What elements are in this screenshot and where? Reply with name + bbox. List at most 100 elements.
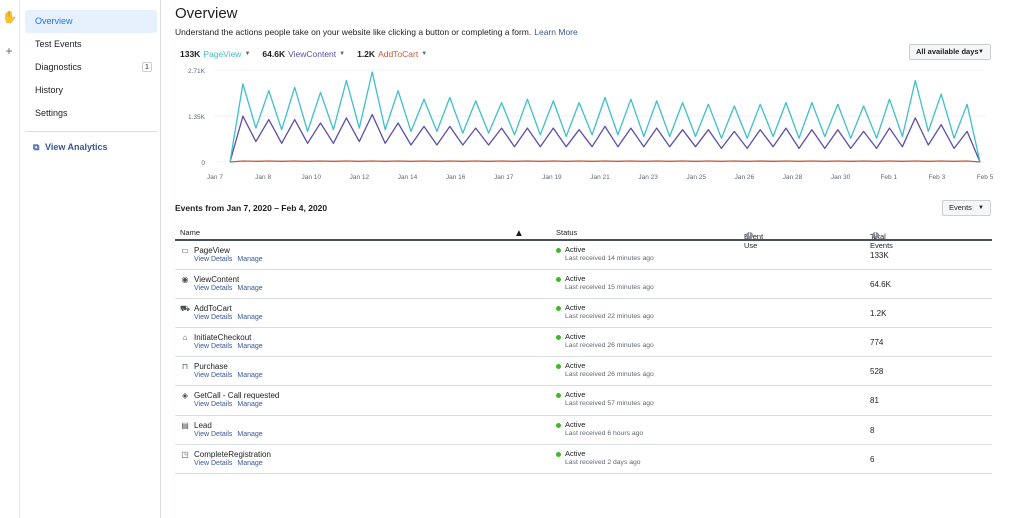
column-label: Event Use: [744, 232, 764, 250]
status-dot: [556, 451, 561, 457]
manage-link[interactable]: Manage: [237, 459, 263, 467]
event-name: Purchase: [194, 362, 228, 372]
page-title: Overview: [175, 5, 238, 22]
view-details-link[interactable]: View Details: [194, 372, 233, 380]
manage-link[interactable]: Manage: [237, 256, 263, 263]
view-details-link[interactable]: View Details: [194, 343, 233, 351]
view-analytics-link[interactable]: ⧉ View Analytics: [20, 138, 160, 156]
sidebar-item-history[interactable]: History: [25, 79, 157, 102]
event-name: Lead: [194, 420, 212, 430]
sidebar-item-settings[interactable]: Settings: [25, 102, 157, 125]
manage-link[interactable]: Manage: [237, 314, 263, 322]
view-details-link[interactable]: View Details: [194, 401, 233, 409]
metric-viewcontent[interactable]: 64.6K ViewContent ▼: [262, 49, 345, 59]
metric-addtocart[interactable]: 1.2K AddToCart ▼: [357, 49, 427, 59]
status-dot: [556, 393, 561, 399]
sort-arrow-icon: ↓: [873, 232, 877, 241]
total-events-value: 6: [870, 454, 875, 464]
last-received-text: Last received 26 minutes ago: [565, 371, 654, 379]
status-text: Active: [565, 332, 586, 342]
event-name: CompleteRegistration: [194, 449, 271, 459]
last-received-text: Last received 6 hours ago: [565, 429, 644, 437]
view-details-link[interactable]: View Details: [194, 430, 233, 438]
warning-icon[interactable]: ▲: [514, 228, 524, 239]
sidebar-item-label: Test Events: [35, 39, 82, 49]
event-links: View Details Manage: [194, 256, 268, 263]
sidebar-item-overview[interactable]: Overview: [25, 10, 157, 33]
sidebar-item-label: History: [35, 85, 64, 95]
manage-link[interactable]: Manage: [237, 343, 263, 351]
page-subtitle: Understand the actions people take on yo…: [175, 27, 578, 37]
metric-value: 133K: [180, 49, 201, 59]
main-content: Overview Understand the actions people t…: [175, 0, 995, 518]
form-icon: ◳: [181, 449, 189, 459]
table-row: ◈ GetCall - Call requested View Details Man…: [175, 386, 992, 416]
series-line-addtocart[interactable]: [229, 160, 981, 163]
view-details-link[interactable]: View Details: [194, 314, 233, 322]
x-tick-label: Jan 25: [686, 174, 706, 181]
sidebar-item-label: Settings: [35, 108, 68, 118]
y-tick-label: 1.35K: [188, 114, 206, 121]
status-dot: [556, 248, 561, 253]
sidebar-item-label: Diagnostics: [35, 62, 82, 72]
status-dot: [556, 364, 561, 370]
last-received-text: Last received 15 minutes ago: [565, 284, 654, 292]
metric-label: PageView: [203, 49, 242, 59]
status-text: Active: [565, 361, 586, 371]
column-status[interactable]: Status: [556, 228, 578, 237]
table-row: ⛟ AddToCart View Details Manage Active Last r…: [175, 299, 992, 329]
view-details-link[interactable]: View Details: [194, 285, 233, 293]
series-line-viewcontent[interactable]: [229, 113, 981, 163]
sidebar-item-test-events[interactable]: Test Events: [25, 33, 157, 56]
info-icon[interactable]: i: [872, 232, 879, 239]
id-card-icon: ▤: [181, 420, 189, 430]
plus-icon[interactable]: +: [5, 44, 13, 58]
view-details-link[interactable]: View Details: [194, 459, 233, 467]
view-analytics-label: View Analytics: [45, 142, 108, 152]
manage-link[interactable]: Manage: [237, 285, 263, 293]
cart-icon: ⛟: [180, 304, 191, 314]
series-line-pageview[interactable]: [229, 71, 981, 163]
metric-pageview[interactable]: 133K PageView ▼: [180, 49, 250, 59]
last-received-text: Last received 22 minutes ago: [565, 313, 654, 321]
x-tick-label: Jan 10: [301, 174, 321, 181]
column-name[interactable]: Name: [180, 228, 201, 237]
x-tick-label: Jan 21: [590, 174, 610, 181]
bag-icon: ⊓: [181, 362, 189, 372]
table-row: ⊓ Purchase View Details Manage Active Last re…: [175, 357, 992, 387]
status-text: Active: [565, 245, 586, 254]
event-name: ViewContent: [194, 275, 240, 285]
manage-link[interactable]: Manage: [237, 401, 263, 409]
x-tick-label: Jan 12: [350, 174, 370, 181]
manage-link[interactable]: Manage: [237, 430, 263, 438]
chevron-down-icon: ▼: [244, 51, 251, 57]
sidebar: Overview Test Events Diagnostics 1 Histo…: [20, 0, 161, 518]
x-tick-label: Feb 3: [929, 174, 946, 181]
last-received-text: Last received 2 days ago: [565, 458, 641, 466]
table-row: ▤ Lead View Details Manage Active Last receiv…: [175, 416, 992, 445]
status-dot: [556, 306, 561, 312]
info-icon[interactable]: i: [746, 232, 753, 239]
learn-more-link[interactable]: Learn More: [534, 27, 578, 37]
hands-icon[interactable]: ✋: [2, 10, 17, 24]
sidebar-item-diagnostics[interactable]: Diagnostics 1: [25, 56, 157, 79]
page-icon: ▭: [181, 246, 189, 255]
table-body: ▭ PageView View Details Manage Active Last re…: [175, 241, 992, 474]
status-text: Active: [565, 419, 586, 429]
basket-icon: ⌂: [182, 333, 188, 343]
events-dropdown[interactable]: Events ▼: [942, 200, 991, 216]
date-range-dropdown[interactable]: All available days ▼: [909, 44, 991, 60]
y-tick-label: 0: [201, 160, 205, 167]
chevron-down-icon: ▼: [978, 49, 984, 55]
event-links: View Details Manage: [194, 431, 268, 438]
total-events-value: 774: [870, 338, 884, 348]
metric-value: 1.2K: [357, 49, 376, 59]
chevron-down-icon: ▼: [978, 205, 984, 211]
last-received-text: Last received 57 minutes ago: [565, 400, 654, 408]
manage-link[interactable]: Manage: [237, 372, 263, 380]
table-row: ⌂ InitiateCheckout View Details Manage Activ…: [175, 328, 992, 358]
view-details-link[interactable]: View Details: [194, 256, 233, 263]
left-rail: ✋ +: [0, 0, 20, 518]
